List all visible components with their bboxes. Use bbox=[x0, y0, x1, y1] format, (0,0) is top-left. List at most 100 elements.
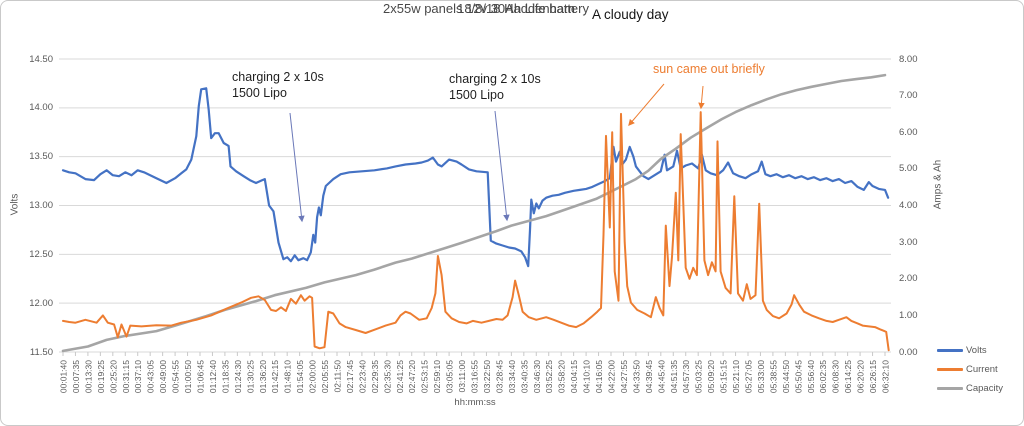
x-tick-label: 06:14:25 bbox=[843, 360, 853, 393]
legend-label: Capacity bbox=[966, 383, 1003, 394]
capacity-line-swatch bbox=[937, 387, 963, 390]
chart-subtitle: 2x55w panels 12v 30Ah Life battery bbox=[383, 1, 589, 16]
weather-note-annotation: A cloudy day bbox=[592, 7, 669, 22]
x-tick-label: 02:59:10 bbox=[432, 360, 442, 393]
x-tick-label: 00:07:35 bbox=[71, 360, 81, 393]
x-tick-label: 03:11:00 bbox=[457, 360, 467, 393]
right-axis-tick-label: 5.00 bbox=[899, 163, 918, 175]
x-tick-label: 06:02:35 bbox=[818, 360, 828, 393]
x-tick-label: 05:15:15 bbox=[719, 360, 729, 393]
x-tick-label: 04:33:50 bbox=[631, 360, 641, 393]
x-tick-label: 00:31:15 bbox=[121, 360, 131, 393]
x-tick-label: 03:40:35 bbox=[519, 360, 529, 393]
legend-item-current: Current bbox=[937, 360, 1003, 379]
x-tick-label: 00:54:55 bbox=[171, 360, 181, 393]
legend-item-capacity: Capacity bbox=[937, 379, 1003, 398]
left-axis-tick-label: 12.00 bbox=[29, 297, 53, 309]
x-tick-label: 00:19:25 bbox=[96, 360, 106, 393]
x-tick-label: 04:10:10 bbox=[582, 360, 592, 393]
x-tick-label: 06:32:10 bbox=[881, 360, 891, 393]
x-tick-label: 05:09:20 bbox=[706, 360, 716, 393]
x-tick-label: 04:45:40 bbox=[656, 360, 666, 393]
left-axis-tick-label: 11.50 bbox=[29, 346, 53, 358]
x-tick-label: 02:41:25 bbox=[395, 360, 405, 393]
x-tick-label: 01:54:05 bbox=[295, 360, 305, 393]
volts-line-swatch bbox=[937, 349, 963, 352]
x-tick-label: 04:27:55 bbox=[619, 360, 629, 393]
x-tick-label: 02:53:15 bbox=[420, 360, 430, 393]
x-tick-label: 06:26:15 bbox=[868, 360, 878, 393]
annotation-arrow bbox=[494, 110, 510, 222]
left-axis-tick-label: 14.00 bbox=[29, 102, 53, 114]
annotation-line: 1500 Lipo bbox=[449, 88, 504, 103]
x-tick-label: 04:57:30 bbox=[681, 360, 691, 393]
x-tick-label: 00:37:10 bbox=[133, 360, 143, 393]
x-tick-label: 04:04:15 bbox=[569, 360, 579, 393]
x-tick-label: 03:22:50 bbox=[482, 360, 492, 393]
right-axis-tick-label: 4.00 bbox=[899, 200, 918, 211]
right-axis-tick-label: 7.00 bbox=[899, 90, 918, 102]
right-axis-tick-label: 2.00 bbox=[899, 273, 918, 285]
x-tick-label: 05:44:50 bbox=[781, 360, 791, 393]
left-axis-tick-label: 14.50 bbox=[29, 53, 53, 65]
legend-label: Volts bbox=[966, 345, 987, 356]
x-tick-label: 01:18:35 bbox=[220, 360, 230, 393]
annotation-arrow bbox=[698, 85, 705, 110]
x-tick-label: 03:58:20 bbox=[557, 360, 567, 393]
x-tick-label: 03:46:30 bbox=[532, 360, 542, 393]
x-tick-label: 00:25:20 bbox=[108, 360, 118, 393]
annotation-arrow bbox=[628, 83, 665, 126]
capacity-line bbox=[61, 73, 887, 353]
current-line-swatch bbox=[937, 368, 963, 371]
x-tick-label: 00:01:40 bbox=[59, 360, 69, 393]
right-axis-title: Amps & Ah bbox=[932, 159, 944, 210]
chart-title: 18/8/18 Haddenham bbox=[457, 1, 575, 16]
x-tick-label: 02:11:50 bbox=[333, 360, 343, 393]
x-tick-label: 04:16:05 bbox=[594, 360, 604, 393]
x-tick-label: 01:48:10 bbox=[283, 360, 293, 393]
x-tick-label: 01:00:50 bbox=[183, 360, 193, 393]
x-tick-label: 02:00:00 bbox=[308, 360, 318, 393]
x-tick-label: 00:43:05 bbox=[146, 360, 156, 393]
chart-legend: Volts Current Capacity bbox=[937, 341, 1003, 398]
x-tick-label: 06:20:20 bbox=[856, 360, 866, 393]
x-tick-label: 03:28:45 bbox=[494, 360, 504, 393]
x-tick-label: 02:17:45 bbox=[345, 360, 355, 393]
x-tick-label: 05:03:25 bbox=[694, 360, 704, 393]
left-axis-tick-label: 13.00 bbox=[29, 200, 53, 211]
x-tick-label: 01:30:25 bbox=[245, 360, 255, 393]
x-tick-label: 02:35:30 bbox=[382, 360, 392, 393]
x-tick-label: 01:42:15 bbox=[270, 360, 280, 393]
right-axis-tick-label: 1.00 bbox=[899, 309, 918, 321]
x-tick-label: 05:21:10 bbox=[731, 360, 741, 393]
x-tick-label: 05:38:55 bbox=[768, 360, 778, 393]
current-line bbox=[62, 111, 890, 352]
sun-annotation: sun came out briefly bbox=[653, 61, 765, 77]
right-axis-tick-label: 0.00 bbox=[899, 346, 918, 358]
left-axis-tick-label: 13.50 bbox=[29, 151, 53, 163]
annotation-line: charging 2 x 10s bbox=[449, 72, 541, 86]
x-tick-label: 03:52:25 bbox=[544, 360, 554, 393]
right-axis-tick-label: 8.00 bbox=[899, 53, 918, 65]
x-tick-label: 01:06:45 bbox=[196, 360, 206, 393]
x-tick-label: 00:49:00 bbox=[158, 360, 168, 393]
right-axis-tick-label: 6.00 bbox=[899, 126, 918, 138]
x-tick-label: 05:27:05 bbox=[744, 360, 754, 393]
charging-annotation-1: charging 2 x 10s 1500 Lipo bbox=[232, 69, 324, 102]
x-tick-label: 04:22:00 bbox=[607, 360, 617, 393]
x-tick-label: 02:23:40 bbox=[357, 360, 367, 393]
x-tick-label: 01:12:40 bbox=[208, 360, 218, 393]
annotation-line: sun came out briefly bbox=[653, 62, 765, 76]
x-axis-title: hh:mm:ss bbox=[454, 397, 496, 408]
x-tick-label: 02:05:55 bbox=[320, 360, 330, 393]
x-tick-label: 01:36:20 bbox=[258, 360, 268, 393]
x-tick-label: 05:50:45 bbox=[793, 360, 803, 393]
x-tick-label: 04:51:35 bbox=[669, 360, 679, 393]
x-tick-label: 03:34:40 bbox=[507, 360, 517, 393]
legend-item-volts: Volts bbox=[937, 341, 1003, 360]
x-tick-label: 04:39:45 bbox=[644, 360, 654, 393]
x-tick-label: 00:13:30 bbox=[83, 360, 93, 393]
x-tick-label: 03:16:55 bbox=[470, 360, 480, 393]
